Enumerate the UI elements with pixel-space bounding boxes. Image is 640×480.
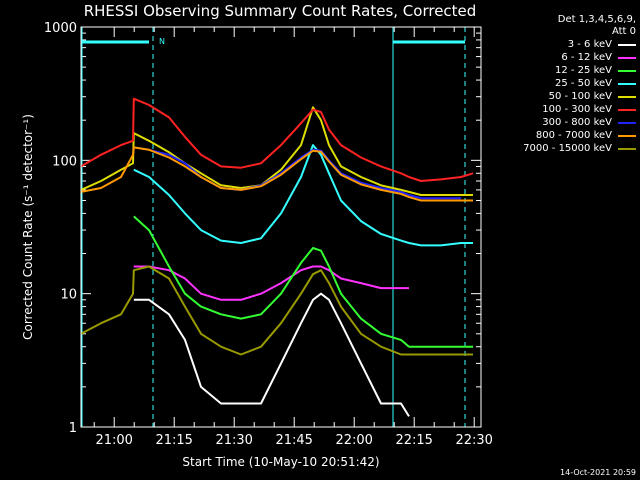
legend-swatch [618, 121, 636, 124]
y-tick-label: 100 [52, 154, 77, 169]
plot-frame [80, 26, 482, 428]
legend-entry: 6 - 12 keV [478, 51, 636, 64]
series-line-4 [80, 106, 473, 196]
legend-entries: 3 - 6 keV 6 - 12 keV 12 - 25 keV 25 - 50 ke… [478, 38, 636, 155]
series-lines [80, 27, 474, 427]
series-line-8 [80, 265, 473, 356]
legend-entry: 7000 - 15000 keV [478, 142, 636, 155]
plot-timestamp: 14-Oct-2021 20:59 [560, 468, 636, 477]
x-tick-label: 21:00 [95, 433, 132, 448]
legend-label: 3 - 6 keV [567, 39, 612, 50]
series-line-5 [80, 97, 474, 182]
x-axis-label: Start Time (10-May-10 20:51:42) [182, 455, 379, 469]
legend-entry: 12 - 25 keV [478, 64, 636, 77]
x-tick-label: 21:30 [215, 433, 252, 448]
series-line-7 [80, 146, 473, 202]
x-tick-label: 21:15 [155, 433, 192, 448]
legend-header-line2: Att 0 [611, 26, 636, 37]
legend-header-line1: Det 1,3,4,5,6,9, [557, 14, 636, 25]
legend-swatch [618, 56, 636, 59]
legend-label: 7000 - 15000 keV [523, 143, 612, 154]
legend-label: 100 - 300 keV [542, 104, 612, 115]
legend-swatch [618, 147, 636, 150]
legend-label: 25 - 50 keV [554, 78, 612, 89]
x-tick-label: 21:45 [275, 433, 312, 448]
legend-entry: 800 - 7000 keV [478, 129, 636, 142]
chart-title: RHESSI Observing Summary Count Rates, Co… [83, 2, 477, 20]
series-line-0 [133, 292, 410, 417]
x-tick-label: 22:30 [455, 433, 492, 448]
legend-label: 12 - 25 keV [554, 65, 612, 76]
legend-swatch [618, 108, 636, 111]
legend-swatch [618, 95, 636, 98]
x-tick-label: 22:00 [335, 433, 372, 448]
annotation-n: N [159, 37, 165, 46]
legend-swatch [618, 134, 636, 137]
legend-entry: 300 - 800 keV [478, 116, 636, 129]
legend-entry: 50 - 100 keV [478, 90, 636, 103]
legend: Det 1,3,4,5,6,9, Att 0 3 - 6 keV 6 - 12 k… [478, 14, 636, 155]
legend-swatch [618, 43, 636, 46]
x-tick-label: 22:15 [395, 433, 432, 448]
legend-label: 50 - 100 keV [548, 91, 612, 102]
series-line-2 [133, 215, 473, 348]
legend-label: 6 - 12 keV [561, 52, 612, 63]
legend-label: 300 - 800 keV [542, 117, 612, 128]
y-axis-label: Corrected Count Rate (s⁻¹ detector⁻¹) [21, 114, 35, 340]
legend-entry: 100 - 300 keV [478, 103, 636, 116]
axis-labels: 1 10 100 1000 21:00 21:15 21:30 21:45 22:00 22:15… [44, 21, 493, 448]
legend-label: 800 - 7000 keV [535, 130, 612, 141]
y-tick-label: 10 [60, 288, 77, 303]
y-tick-label: 1000 [44, 21, 77, 36]
legend-swatch [618, 82, 636, 85]
legend-swatch [618, 69, 636, 72]
legend-entry: 25 - 50 keV [478, 77, 636, 90]
legend-entry: 3 - 6 keV [478, 38, 636, 51]
y-tick-label: 1 [69, 421, 77, 436]
